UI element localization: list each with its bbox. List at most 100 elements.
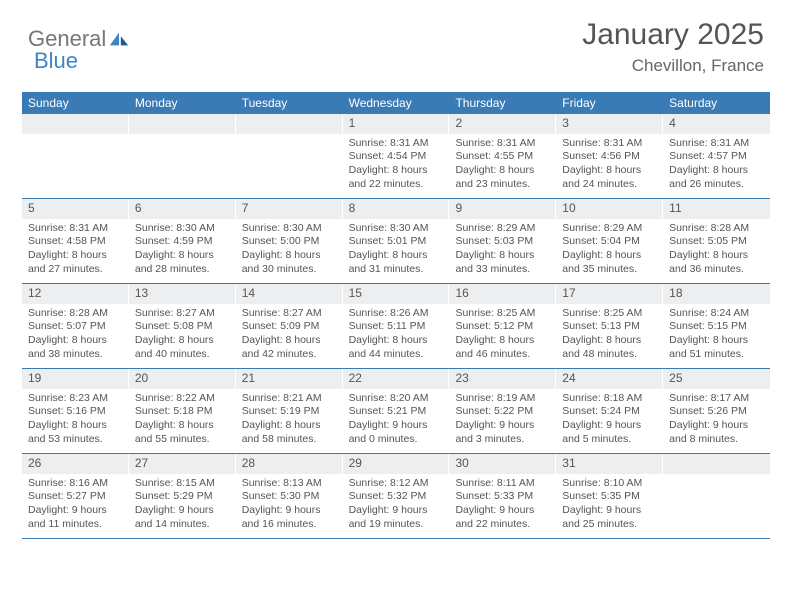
day-number: 17 — [556, 284, 663, 304]
daylight-text: Daylight: 9 hours and 19 minutes. — [349, 504, 444, 531]
day-cell: 7Sunrise: 8:30 AMSunset: 5:00 PMDaylight… — [236, 199, 343, 283]
sunrise-text: Sunrise: 8:31 AM — [349, 137, 444, 151]
day-cell: 24Sunrise: 8:18 AMSunset: 5:24 PMDayligh… — [556, 369, 663, 453]
sunset-text: Sunset: 5:11 PM — [349, 320, 444, 334]
day-cell: 1Sunrise: 8:31 AMSunset: 4:54 PMDaylight… — [343, 114, 450, 198]
day-cell: 17Sunrise: 8:25 AMSunset: 5:13 PMDayligh… — [556, 284, 663, 368]
daylight-text: Daylight: 9 hours and 16 minutes. — [242, 504, 337, 531]
day-number: 14 — [236, 284, 343, 304]
sunrise-text: Sunrise: 8:24 AM — [669, 307, 764, 321]
day-number — [129, 114, 236, 134]
sunset-text: Sunset: 4:58 PM — [28, 235, 123, 249]
sunrise-text: Sunrise: 8:27 AM — [242, 307, 337, 321]
day-body: Sunrise: 8:18 AMSunset: 5:24 PMDaylight:… — [556, 389, 663, 451]
day-body — [22, 134, 129, 141]
day-number: 24 — [556, 369, 663, 389]
day-body: Sunrise: 8:20 AMSunset: 5:21 PMDaylight:… — [343, 389, 450, 451]
day-cell: 2Sunrise: 8:31 AMSunset: 4:55 PMDaylight… — [449, 114, 556, 198]
day-cell: 27Sunrise: 8:15 AMSunset: 5:29 PMDayligh… — [129, 454, 236, 538]
day-number: 15 — [343, 284, 450, 304]
day-number: 28 — [236, 454, 343, 474]
day-cell: 10Sunrise: 8:29 AMSunset: 5:04 PMDayligh… — [556, 199, 663, 283]
sunset-text: Sunset: 5:12 PM — [455, 320, 550, 334]
day-body: Sunrise: 8:24 AMSunset: 5:15 PMDaylight:… — [663, 304, 770, 366]
logo-sail-icon — [108, 30, 130, 48]
daylight-text: Daylight: 8 hours and 46 minutes. — [455, 334, 550, 361]
day-body: Sunrise: 8:15 AMSunset: 5:29 PMDaylight:… — [129, 474, 236, 536]
daylight-text: Daylight: 9 hours and 8 minutes. — [669, 419, 764, 446]
sunset-text: Sunset: 5:03 PM — [455, 235, 550, 249]
sunset-text: Sunset: 5:26 PM — [669, 405, 764, 419]
week-row: 26Sunrise: 8:16 AMSunset: 5:27 PMDayligh… — [22, 454, 770, 539]
sunrise-text: Sunrise: 8:15 AM — [135, 477, 230, 491]
day-number: 11 — [663, 199, 770, 219]
day-body: Sunrise: 8:29 AMSunset: 5:04 PMDaylight:… — [556, 219, 663, 281]
day-cell: 29Sunrise: 8:12 AMSunset: 5:32 PMDayligh… — [343, 454, 450, 538]
sunrise-text: Sunrise: 8:20 AM — [349, 392, 444, 406]
day-number: 9 — [449, 199, 556, 219]
day-body: Sunrise: 8:28 AMSunset: 5:05 PMDaylight:… — [663, 219, 770, 281]
day-number: 6 — [129, 199, 236, 219]
dow-thursday: Thursday — [449, 93, 556, 114]
sunset-text: Sunset: 5:18 PM — [135, 405, 230, 419]
day-number: 16 — [449, 284, 556, 304]
month-title: January 2025 — [582, 18, 764, 52]
day-cell: 9Sunrise: 8:29 AMSunset: 5:03 PMDaylight… — [449, 199, 556, 283]
title-block: January 2025 Chevillon, France — [582, 18, 764, 76]
day-cell: 21 Sunrise: 8:21 AMSunset: 5:19 PMDayligh… — [236, 369, 343, 453]
sunrise-text: Sunrise: 8:31 AM — [562, 137, 657, 151]
day-number: 26 — [22, 454, 129, 474]
sunset-text: Sunset: 5:04 PM — [562, 235, 657, 249]
sunset-text: Sunset: 5:01 PM — [349, 235, 444, 249]
day-body: Sunrise: 8:16 AMSunset: 5:27 PMDaylight:… — [22, 474, 129, 536]
daylight-text: Daylight: 8 hours and 38 minutes. — [28, 334, 123, 361]
day-body: Sunrise: 8:30 AMSunset: 5:00 PMDaylight:… — [236, 219, 343, 281]
day-cell: 23Sunrise: 8:19 AMSunset: 5:22 PMDayligh… — [449, 369, 556, 453]
sunrise-text: Sunrise: 8:17 AM — [669, 392, 764, 406]
day-body: Sunrise: 8:30 AMSunset: 4:59 PMDaylight:… — [129, 219, 236, 281]
daylight-text: Daylight: 9 hours and 11 minutes. — [28, 504, 123, 531]
day-cell: 3Sunrise: 8:31 AMSunset: 4:56 PMDaylight… — [556, 114, 663, 198]
day-cell: 26Sunrise: 8:16 AMSunset: 5:27 PMDayligh… — [22, 454, 129, 538]
daylight-text: Daylight: 9 hours and 3 minutes. — [455, 419, 550, 446]
day-cell — [663, 454, 770, 538]
day-body: Sunrise: 8:22 AMSunset: 5:18 PMDaylight:… — [129, 389, 236, 451]
daylight-text: Daylight: 8 hours and 58 minutes. — [242, 419, 337, 446]
day-body: Sunrise: 8:26 AMSunset: 5:11 PMDaylight:… — [343, 304, 450, 366]
day-number: 3 — [556, 114, 663, 134]
daylight-text: Daylight: 8 hours and 53 minutes. — [28, 419, 123, 446]
sunrise-text: Sunrise: 8:31 AM — [669, 137, 764, 151]
week-row: 1Sunrise: 8:31 AMSunset: 4:54 PMDaylight… — [22, 114, 770, 199]
sunrise-text: Sunrise: 8:30 AM — [135, 222, 230, 236]
sunset-text: Sunset: 4:56 PM — [562, 150, 657, 164]
daylight-text: Daylight: 8 hours and 27 minutes. — [28, 249, 123, 276]
sunset-text: Sunset: 5:33 PM — [455, 490, 550, 504]
day-number: 22 — [343, 369, 450, 389]
sunrise-text: Sunrise: 8:31 AM — [455, 137, 550, 151]
day-body: Sunrise: 8:31 AMSunset: 4:57 PMDaylight:… — [663, 134, 770, 196]
sunset-text: Sunset: 4:54 PM — [349, 150, 444, 164]
day-cell: 19Sunrise: 8:23 AMSunset: 5:16 PMDayligh… — [22, 369, 129, 453]
day-number: 21 — [236, 369, 343, 389]
logo-text-2: Blue — [34, 48, 78, 74]
logo: General — [28, 18, 132, 52]
sunrise-text: Sunrise: 8:13 AM — [242, 477, 337, 491]
sunset-text: Sunset: 4:59 PM — [135, 235, 230, 249]
daylight-text: Daylight: 8 hours and 42 minutes. — [242, 334, 337, 361]
week-row: 19Sunrise: 8:23 AMSunset: 5:16 PMDayligh… — [22, 369, 770, 454]
day-cell: 18Sunrise: 8:24 AMSunset: 5:15 PMDayligh… — [663, 284, 770, 368]
day-number: 5 — [22, 199, 129, 219]
daylight-text: Daylight: 8 hours and 51 minutes. — [669, 334, 764, 361]
daylight-text: Daylight: 9 hours and 22 minutes. — [455, 504, 550, 531]
day-cell: 28Sunrise: 8:13 AMSunset: 5:30 PMDayligh… — [236, 454, 343, 538]
sunrise-text: Sunrise: 8:31 AM — [28, 222, 123, 236]
sunset-text: Sunset: 5:32 PM — [349, 490, 444, 504]
daylight-text: Daylight: 8 hours and 22 minutes. — [349, 164, 444, 191]
day-number: 4 — [663, 114, 770, 134]
sunrise-text: Sunrise: 8:21 AM — [242, 392, 337, 406]
sunset-text: Sunset: 5:19 PM — [242, 405, 337, 419]
dow-wednesday: Wednesday — [343, 93, 450, 114]
day-body: Sunrise: 8:30 AMSunset: 5:01 PMDaylight:… — [343, 219, 450, 281]
sunset-text: Sunset: 5:13 PM — [562, 320, 657, 334]
day-cell: 12Sunrise: 8:28 AMSunset: 5:07 PMDayligh… — [22, 284, 129, 368]
